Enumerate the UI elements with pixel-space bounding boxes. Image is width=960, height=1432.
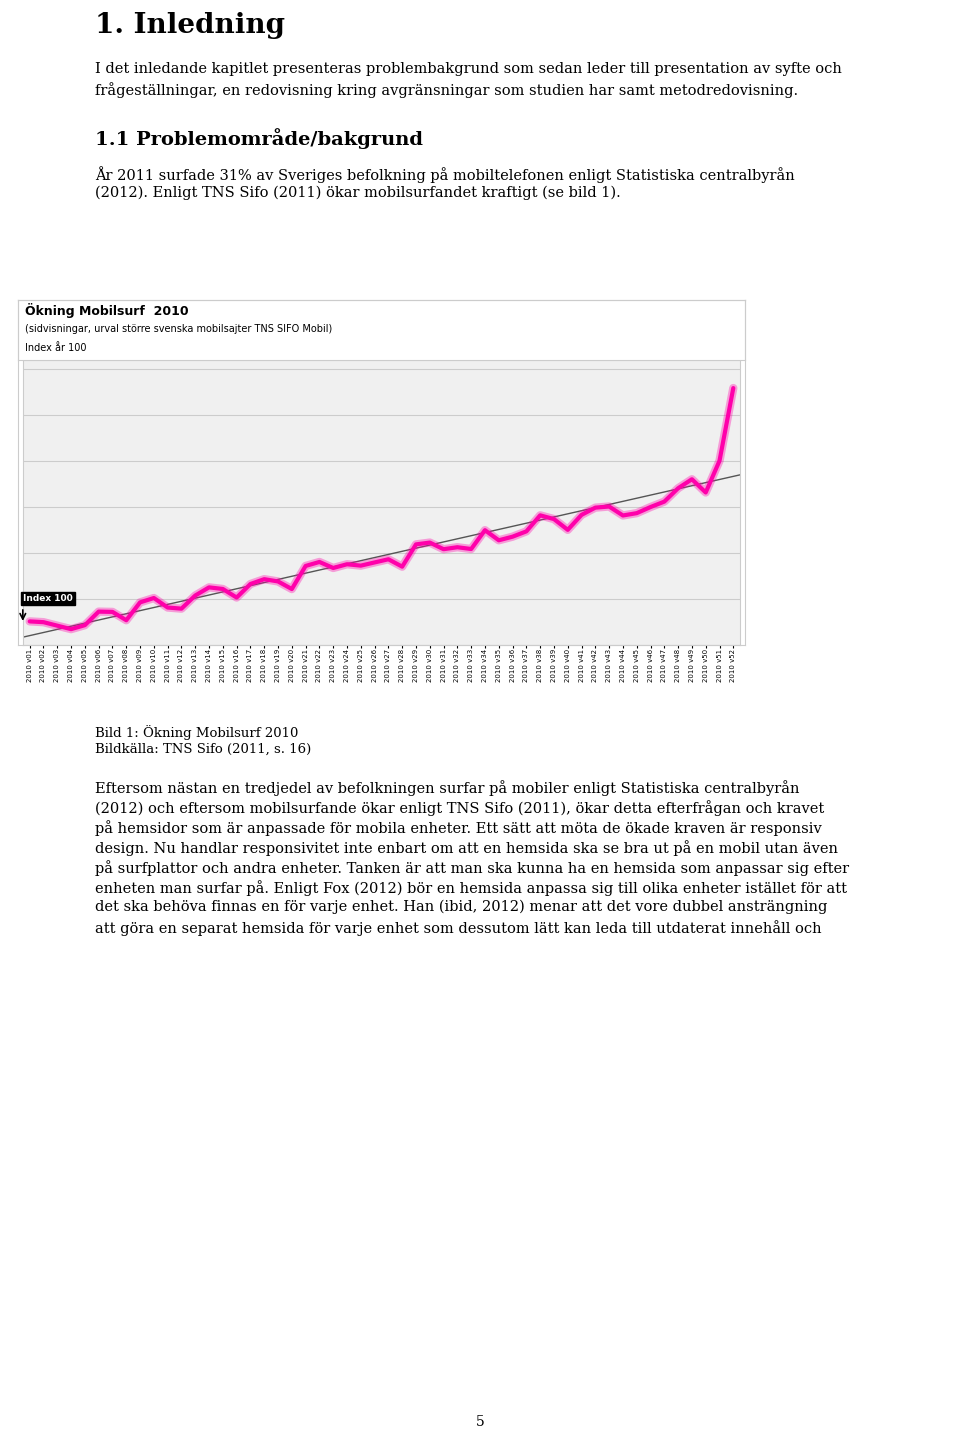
Text: på hemsidor som är anpassade för mobila enheter. Ett sätt att möta de ökade krav: på hemsidor som är anpassade för mobila … <box>95 821 822 836</box>
Text: (2012) och eftersom mobilsurfande ökar enligt TNS Sifo (2011), ökar detta efterf: (2012) och eftersom mobilsurfande ökar e… <box>95 800 825 816</box>
Text: 5: 5 <box>475 1415 485 1429</box>
Text: frågeställningar, en redovisning kring avgränsningar som studien har samt metodr: frågeställningar, en redovisning kring a… <box>95 82 798 97</box>
Text: design. Nu handlar responsivitet inte enbart om att en hemsida ska se bra ut på : design. Nu handlar responsivitet inte en… <box>95 841 838 856</box>
Text: Index år 100: Index år 100 <box>25 344 86 354</box>
Text: Index 100: Index 100 <box>23 594 73 603</box>
Text: att göra en separat hemsida för varje enhet som dessutom lätt kan leda till utda: att göra en separat hemsida för varje en… <box>95 919 822 937</box>
Text: (sidvisningar, urval större svenska mobilsajter TNS SIFO Mobil): (sidvisningar, urval större svenska mobi… <box>25 324 332 334</box>
Text: I det inledande kapitlet presenteras problembakgrund som sedan leder till presen: I det inledande kapitlet presenteras pro… <box>95 62 842 76</box>
Text: enheten man surfar på. Enligt Fox (2012) bör en hemsida anpassa sig till olika e: enheten man surfar på. Enligt Fox (2012)… <box>95 881 847 896</box>
Text: 1. Inledning: 1. Inledning <box>95 11 285 39</box>
Text: 1.1 Problemområde/bakgrund: 1.1 Problemområde/bakgrund <box>95 127 423 149</box>
Text: på surfplattor och andra enheter. Tanken är att man ska kunna ha en hemsida som : på surfplattor och andra enheter. Tanken… <box>95 861 850 876</box>
Text: det ska behöva finnas en för varje enhet. Han (ibid, 2012) menar att det vore du: det ska behöva finnas en för varje enhet… <box>95 899 828 915</box>
Text: År 2011 surfade 31% av Sveriges befolkning på mobiltelefonen enligt Statistiska : År 2011 surfade 31% av Sveriges befolkni… <box>95 166 795 183</box>
Text: Ökning Mobilsurf  2010: Ökning Mobilsurf 2010 <box>25 304 189 318</box>
Text: Eftersom nästan en tredjedel av befolkningen surfar på mobiler enligt Statistisk: Eftersom nästan en tredjedel av befolkni… <box>95 780 800 796</box>
Text: Bild 1: Ökning Mobilsurf 2010: Bild 1: Ökning Mobilsurf 2010 <box>95 725 299 740</box>
Text: (2012). Enligt TNS Sifo (2011) ökar mobilsurfandet kraftigt (se bild 1).: (2012). Enligt TNS Sifo (2011) ökar mobi… <box>95 186 621 200</box>
Text: Bildkälla: TNS Sifo (2011, s. 16): Bildkälla: TNS Sifo (2011, s. 16) <box>95 743 311 756</box>
